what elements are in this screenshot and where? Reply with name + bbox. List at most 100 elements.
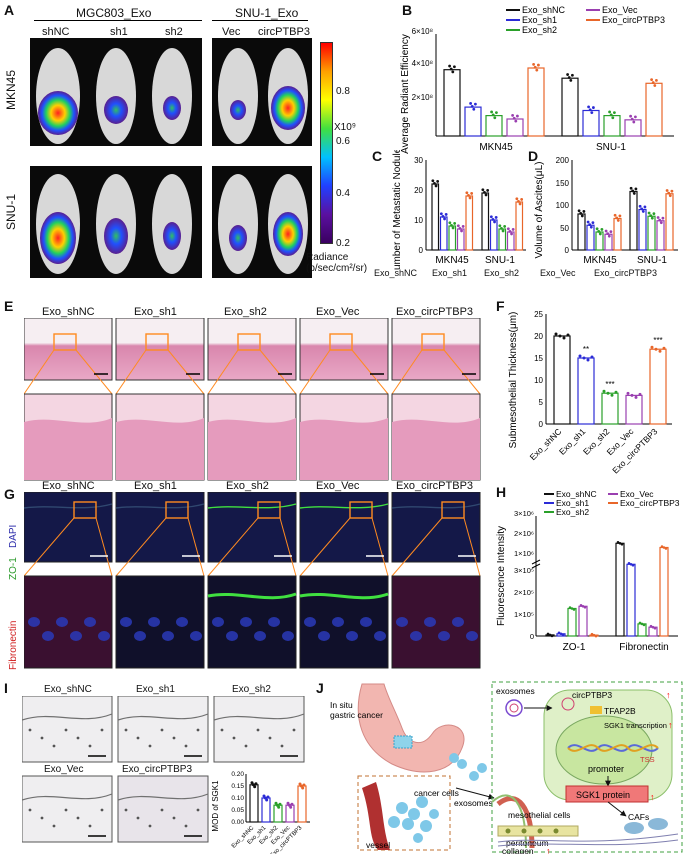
if-nucleus-1-5 (190, 631, 202, 641)
if-zo1-line-2 (207, 503, 297, 509)
ytick-f-25: 25 (534, 310, 543, 319)
sig-f-1: ** (583, 345, 589, 354)
bars-h (545, 541, 669, 638)
point-bars-c-3-1-0 (506, 227, 510, 231)
legend-b-circ: Exo_circPTBP3 (602, 15, 665, 25)
ihc-cell-4-5 (184, 824, 188, 828)
point-bars-b-0-0-3 (453, 65, 456, 69)
ihc-cell-2-1 (232, 736, 236, 740)
collagen-fibers (497, 833, 679, 847)
ytick-f-20: 20 (534, 332, 543, 341)
if-zoom-line-r-2 (279, 517, 297, 577)
if-zoom-line-r-1 (187, 517, 205, 577)
point-h-1-0-0 (557, 631, 561, 635)
point-bars-b-4-1-3 (655, 78, 658, 82)
bar-bars-d-1-1 (638, 208, 647, 251)
group-line-1 (34, 20, 202, 21)
ytick-f-15: 15 (534, 354, 543, 363)
point-bars-d-2-1-0 (647, 211, 651, 215)
ihc-cell-0-0 (28, 728, 32, 732)
point-bars-c-2-0-0 (448, 221, 452, 225)
point-bars-d-2-0-0 (595, 227, 599, 231)
point-bars-c-3-1-1 (508, 229, 512, 233)
bar-bars-b-0-1 (561, 77, 579, 137)
he-zoom-line-r-0 (75, 349, 113, 395)
point-bars-d-1-1-1 (640, 207, 644, 211)
chart-h: Exo_shNC Exo_sh1 Exo_sh2 Exo_Vec Exo_cir… (496, 489, 680, 653)
point-bars-d-2-1-3 (652, 212, 656, 216)
if-top-0 (24, 492, 113, 563)
he-top-3 (299, 318, 389, 381)
point-bars-c-2-0-2 (451, 226, 455, 230)
ihc-cell-0-5 (88, 744, 92, 748)
point-h-1-0-1 (559, 632, 563, 636)
ylabel-c: Number of Metastatic Nodules (392, 150, 403, 270)
if-zoom-line-l-2 (207, 517, 259, 577)
bar-bars-d-4-0 (613, 217, 622, 251)
j-vessel: vessel (366, 840, 390, 850)
ytick-h-3e5: 3×10⁵ (514, 566, 534, 575)
ytick-c-10: 10 (414, 216, 423, 225)
bar-bars-d-0-1 (629, 190, 638, 251)
g-col-sh1: Exo_sh1 (134, 480, 177, 492)
he-roi-3 (329, 333, 353, 351)
e-col-shnc: Exo_shNC (42, 306, 95, 318)
point-h-1-0-2 (561, 633, 565, 637)
if-roi-3 (349, 501, 373, 519)
chart-b: Exo_shNC Exo_sh1 Exo_sh2 Exo_Vec Exo_cir… (400, 5, 674, 154)
point-bars-i-2-2 (277, 805, 281, 809)
ytick-h-2e6: 2×10⁶ (514, 529, 534, 538)
point-h-4-0-1 (592, 633, 596, 637)
point-h-0-1-0 (616, 541, 620, 544)
legend-h-vec: Exo_Vec (620, 489, 654, 499)
if-nucleus-0-4 (84, 617, 96, 627)
point-bars-b-2-0-1 (491, 113, 495, 117)
point-bars-i-1-2 (265, 798, 269, 802)
ytick-i-0: 0.00 (231, 819, 244, 826)
he-zoom-line-r-3 (351, 349, 389, 395)
point-bars-c-0-0-0 (431, 179, 435, 183)
i-col-circ: Exo_circPTBP3 (122, 764, 193, 775)
ytick-d-0: 0 (565, 246, 570, 255)
point-bars-d-0-0-1 (579, 211, 583, 215)
point-h-3-1-1 (651, 625, 655, 629)
bars-d (577, 186, 674, 251)
col-vec: Vec (222, 26, 241, 38)
xcats-f: Exo_shNCExo_sh1Exo_sh2Exo_VecExo_circPTB… (528, 426, 660, 476)
point-h-4-1-1 (662, 546, 666, 549)
he-roi-4 (421, 333, 445, 351)
if-zo1-line-3 (299, 503, 389, 509)
bar-bars-d-3-1 (656, 220, 665, 251)
point-bars-f-1-0 (578, 354, 582, 358)
he-zoom-line-l-2 (207, 349, 239, 395)
xcat-h-zo1: ZO-1 (563, 642, 586, 653)
point-bars-i-2-3 (278, 802, 282, 806)
ytick-h-0: 0 (530, 632, 534, 641)
group-mgc803: MGC803_Exo (76, 6, 152, 20)
if-zoom-line-l-3 (299, 517, 351, 577)
if-nucleus-0-0 (28, 617, 40, 627)
point-bars-b-2-0-0 (490, 110, 493, 114)
arrow-up-circ: ↑ (666, 690, 671, 700)
if-nucleus-4-1 (410, 631, 422, 641)
ytick-f-5: 5 (539, 398, 544, 407)
if-top-3 (299, 492, 389, 563)
point-bars-d-4-1-2 (668, 194, 672, 198)
ytick-d-50: 50 (560, 224, 569, 233)
bar-h-3-0 (578, 605, 588, 637)
xcat-d-snu1: SNU-1 (637, 255, 667, 266)
panel-label-a: A (4, 2, 15, 18)
ihc-cell-4-4 (172, 816, 176, 820)
point-bars-c-0-0-3 (436, 180, 440, 183)
point-bars-f-1-3 (590, 355, 594, 359)
ytick-c-30: 30 (414, 156, 423, 165)
he-roi-2 (237, 333, 261, 351)
if-nucleus-2-5 (282, 631, 294, 641)
point-bars-c-2-1-3 (503, 225, 507, 228)
j-tss: TSS (640, 755, 655, 764)
bars-c (431, 179, 524, 251)
point-bars-d-0-0-3 (582, 210, 586, 213)
point-h-4-0-0 (590, 632, 594, 636)
point-bars-c-4-1-0 (515, 197, 519, 201)
legend-h-sh2: Exo_sh2 (556, 507, 589, 517)
